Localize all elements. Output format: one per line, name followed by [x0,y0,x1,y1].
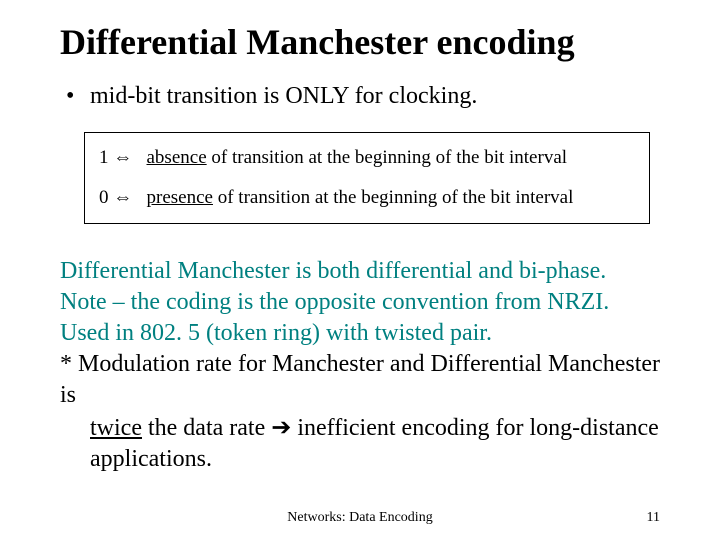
box-row-1: 1 ⇔ absence of transition at the beginni… [99,145,635,171]
body-star-post: the data rate [142,415,271,441]
double-arrow-icon: ⇔ [113,147,132,168]
footer-center: Networks: Data Encoding [0,510,720,526]
body-star-cont-1: twice the data rate ➔ inefficient encodi… [60,412,660,444]
page-number: 11 [647,510,660,526]
box-row-1-lead: absence [147,147,207,168]
box-row-1-bit: 1 [99,147,109,168]
body-line-2: Note – the coding is the opposite conven… [60,287,660,318]
body-star-line: * Modulation rate for Manchester and Dif… [60,349,660,411]
body-star-twice: twice [90,415,142,441]
body-line-1: Differential Manchester is both differen… [60,256,660,287]
body-line-3: Used in 802. 5 (token ring) with twisted… [60,318,660,349]
double-arrow-icon: ⇔ [113,187,132,208]
box-row-1-rest: of transition at the beginning of the bi… [207,147,567,168]
box-row-0-rest: of transition at the beginning of the bi… [213,187,573,208]
bullet-dot: • [60,83,90,110]
right-arrow-icon: ➔ [271,414,291,441]
definition-box: 1 ⇔ absence of transition at the beginni… [84,132,650,223]
bullet-text: mid-bit transition is ONLY for clocking. [90,83,477,110]
box-row-0-lead: presence [147,187,213,208]
body-star-tail: inefficient encoding for long-distance [291,415,658,441]
box-row-0-bit: 0 [99,187,109,208]
slide: Differential Manchester encoding • mid-b… [0,0,720,540]
bullet-row: • mid-bit transition is ONLY for clockin… [60,83,660,110]
body-block: Differential Manchester is both differen… [60,256,660,475]
body-star-cont-2: applications. [60,444,660,475]
box-row-0: 0 ⇔ presence of transition at the beginn… [99,185,635,211]
slide-title: Differential Manchester encoding [60,22,660,63]
